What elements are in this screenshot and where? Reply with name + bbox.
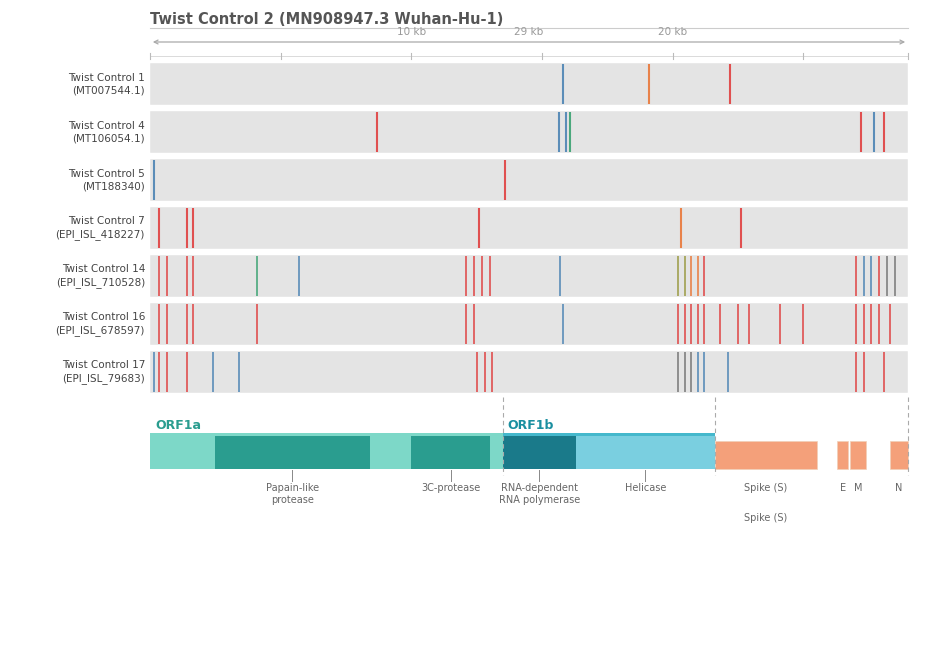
Text: Spike (S): Spike (S) [744, 483, 787, 493]
Bar [150, 159, 908, 201]
Bar [714, 441, 816, 469]
Bar [503, 433, 714, 469]
Text: Twist Control 7
(EPI_ISL_418227): Twist Control 7 (EPI_ISL_418227) [55, 216, 145, 239]
Bar [150, 433, 503, 469]
Bar [150, 303, 908, 345]
Text: NSP3: NSP3 [276, 447, 309, 457]
Bar [150, 111, 908, 153]
Bar [851, 441, 866, 469]
Text: 10 kb: 10 kb [397, 27, 426, 37]
Text: NSP5: NSP5 [434, 447, 467, 457]
Bar [838, 441, 848, 469]
Bar [576, 436, 714, 469]
Text: Twist Control 17
(EPI_ISL_79683): Twist Control 17 (EPI_ISL_79683) [62, 360, 145, 384]
Text: E: E [840, 483, 846, 493]
Text: 29 kb: 29 kb [515, 27, 544, 37]
Bar [890, 441, 908, 469]
Text: N: N [895, 483, 902, 493]
Text: Twist Control 1
(MT007544.1): Twist Control 1 (MT007544.1) [68, 73, 145, 95]
Text: NSP12: NSP12 [520, 447, 559, 457]
Text: ORF1a: ORF1a [155, 419, 201, 432]
Text: M: M [854, 483, 863, 493]
Text: Helicase: Helicase [624, 483, 666, 493]
Text: Spike (S): Spike (S) [744, 513, 787, 523]
Bar [150, 351, 908, 393]
Text: Twist Control 2 (MN908947.3 Wuhan-Hu-1): Twist Control 2 (MN908947.3 Wuhan-Hu-1) [150, 12, 504, 27]
Bar [215, 436, 370, 469]
Bar [503, 436, 576, 469]
Text: Twist Control 14
(EPI_ISL_710528): Twist Control 14 (EPI_ISL_710528) [56, 264, 145, 287]
Bar [150, 63, 908, 105]
Text: RNA-dependent
RNA polymerase: RNA-dependent RNA polymerase [499, 483, 580, 505]
Bar [412, 436, 490, 469]
Text: Papain-like
protease: Papain-like protease [266, 483, 319, 505]
Text: Twist Control 5
(MT188340): Twist Control 5 (MT188340) [68, 169, 145, 191]
Bar [150, 255, 908, 297]
Text: NSP13: NSP13 [626, 447, 665, 457]
Text: Twist Control 16
(EPI_ISL_678597): Twist Control 16 (EPI_ISL_678597) [55, 312, 145, 336]
Text: ORF1b: ORF1b [508, 419, 554, 432]
Text: 20 kb: 20 kb [658, 27, 687, 37]
Text: Twist Control 4
(MT106054.1): Twist Control 4 (MT106054.1) [68, 121, 145, 143]
Bar [150, 207, 908, 249]
Text: 3C-protease: 3C-protease [421, 483, 480, 493]
